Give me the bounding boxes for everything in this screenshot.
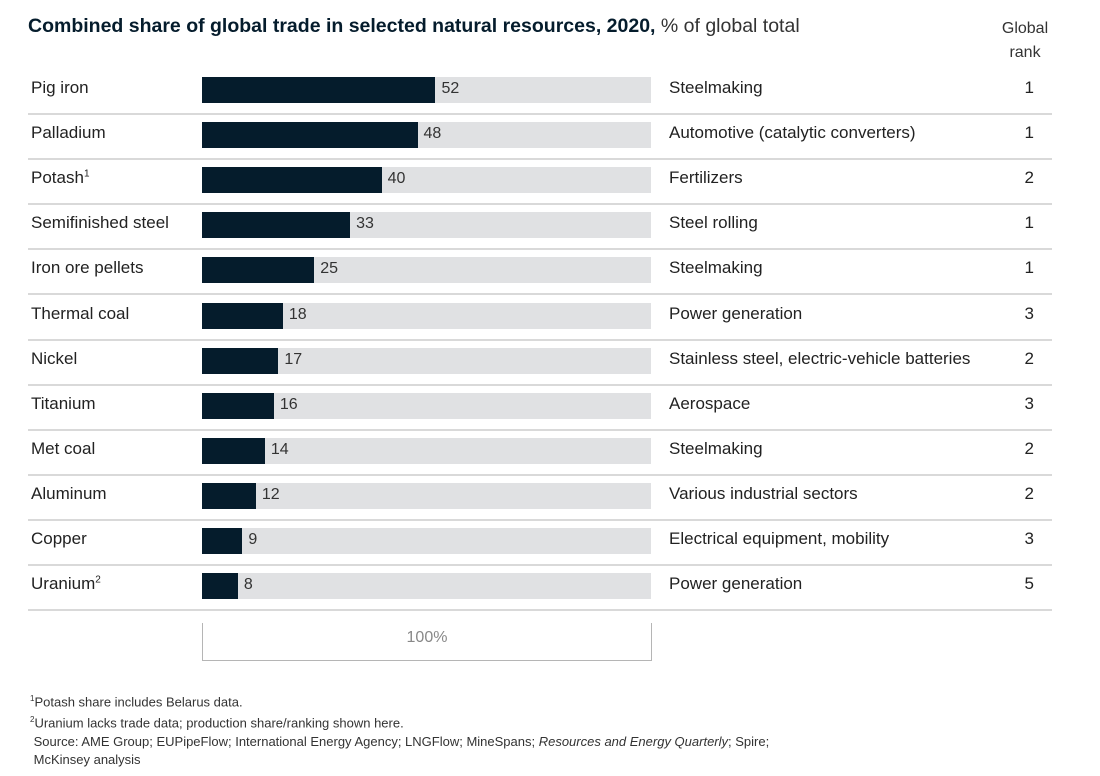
scale-label: 100% (406, 629, 448, 646)
rank-label: 3 (1024, 529, 1034, 548)
footnote-1: 1Potash share includes Belarus data. (30, 694, 243, 710)
use-label: Power generation (669, 574, 803, 594)
category-label: Iron ore pellets (31, 258, 144, 278)
category-label: Uranium2 (31, 574, 101, 594)
category-label: Titanium (31, 393, 96, 413)
bar-row: Potash1 40 Fertilizers 2 (28, 158, 1052, 206)
bar-track: 25 (202, 257, 651, 284)
rank-header-line1: Global (1001, 20, 1049, 37)
bar-track: 16 (202, 392, 651, 419)
value-label: 16 (279, 395, 298, 413)
rank-label: 5 (1024, 574, 1034, 594)
bar-track: 33 (202, 212, 651, 239)
bar-row: Copper 9 Electrical equipment, mobility 3 (28, 519, 1052, 566)
value-label: 9 (248, 531, 258, 548)
bar (202, 167, 382, 194)
category-label: Met coal (31, 438, 96, 458)
bar-track: 8 (202, 573, 651, 600)
value-label: 12 (261, 485, 280, 503)
value-label: 48 (423, 125, 442, 143)
source-note: Source: AME Group; EUPipeFlow; Internati… (33, 733, 770, 749)
category-label: Pig iron (31, 78, 89, 97)
value-label: 40 (387, 170, 406, 188)
bar-track: 17 (202, 347, 651, 374)
rank-label: 1 (1024, 258, 1034, 278)
bar-row: Nickel 17 Stainless steel, electric-vehicl… (28, 339, 1052, 386)
bar (202, 392, 274, 419)
bar-row: Thermal coal 18 Power generation 3 (28, 294, 1052, 341)
bar (202, 528, 243, 554)
rank-label: 1 (1024, 78, 1034, 97)
use-label: Electrical equipment, mobility (669, 529, 890, 548)
bar-row: Titanium 16 Aerospace 3 (28, 384, 1052, 431)
bar-track: 14 (202, 437, 651, 464)
use-label: Steelmaking (669, 78, 763, 97)
bar (202, 437, 265, 464)
bar-row: Aluminum 12 Various industrial sectors 2 (28, 474, 1052, 521)
use-label: Power generation (669, 303, 803, 323)
bar (202, 257, 315, 284)
bar-row: Uranium2 8 Power generation 5 (28, 564, 1052, 612)
bar-row: Iron ore pellets 25 Steelmaking 1 (28, 248, 1052, 296)
category-label: Semifinished steel (31, 213, 169, 233)
use-label: Aerospace (669, 393, 751, 413)
value-label: 25 (320, 260, 339, 278)
rank-label: 2 (1024, 438, 1034, 458)
chart-unit: % of global total (660, 15, 800, 37)
rank-label: 1 (1024, 123, 1034, 143)
value-label: 14 (270, 440, 289, 458)
value-label: 33 (356, 215, 374, 233)
footnotes: 1Potash share includes Belarus data. 2Ur… (30, 690, 769, 769)
rank-label: 2 (1024, 168, 1034, 188)
category-label: Potash1 (31, 168, 90, 188)
rank-label: 3 (1024, 303, 1034, 323)
bar (202, 573, 238, 600)
category-label: Nickel (31, 348, 78, 368)
bar (202, 302, 283, 329)
bar-row: Met coal 14 Steelmaking 2 (28, 429, 1052, 476)
category-label: Aluminum (31, 483, 107, 503)
bar-track: 40 (202, 167, 651, 194)
bar-row: Pig iron 52 Steelmaking 1 (28, 68, 1052, 115)
value-label: 52 (441, 80, 460, 97)
bar-row: Semifinished steel 33 Steel rolling 1 (28, 203, 1052, 251)
use-label: Automotive (catalytic converters) (669, 123, 916, 143)
use-label: Steelmaking (669, 438, 763, 458)
bar-track: 52 (202, 77, 651, 103)
value-label: 8 (243, 576, 253, 594)
value-label: 18 (288, 305, 307, 323)
bar (202, 212, 351, 239)
bar-track: 18 (202, 302, 651, 329)
bar-track: 12 (202, 482, 651, 509)
rank-label: 1 (1024, 213, 1034, 233)
category-label: Copper (31, 529, 87, 548)
bar-row: Palladium 48 Automotive (catalytic convert… (28, 113, 1052, 161)
source-note-2: McKinsey analysis (33, 751, 141, 767)
rank-label: 3 (1024, 393, 1034, 413)
bar-track: 9 (202, 528, 651, 554)
use-label: Steel rolling (669, 213, 758, 233)
rank-label: 2 (1024, 348, 1034, 368)
bar (202, 347, 279, 374)
use-label: Various industrial sectors (669, 483, 858, 503)
scale-bracket: 100% (202, 623, 652, 661)
category-label: Palladium (31, 123, 106, 143)
category-label: Thermal coal (31, 303, 130, 323)
bar (202, 122, 418, 149)
footnote-2: 2Uranium lacks trade data; production sh… (30, 715, 404, 731)
chart-title: Combined share of global trade in select… (28, 15, 800, 37)
use-label: Stainless steel, electric-vehicle batter… (669, 348, 971, 368)
bar (202, 482, 256, 509)
rank-header: Global rank (990, 17, 1060, 65)
bar (202, 77, 436, 103)
use-label: Fertilizers (669, 168, 743, 188)
rank-header-line2: rank (1009, 44, 1041, 61)
bar-track: 48 (202, 122, 651, 149)
use-label: Steelmaking (669, 258, 763, 278)
value-label: 17 (284, 350, 303, 368)
rank-label: 2 (1024, 483, 1034, 503)
